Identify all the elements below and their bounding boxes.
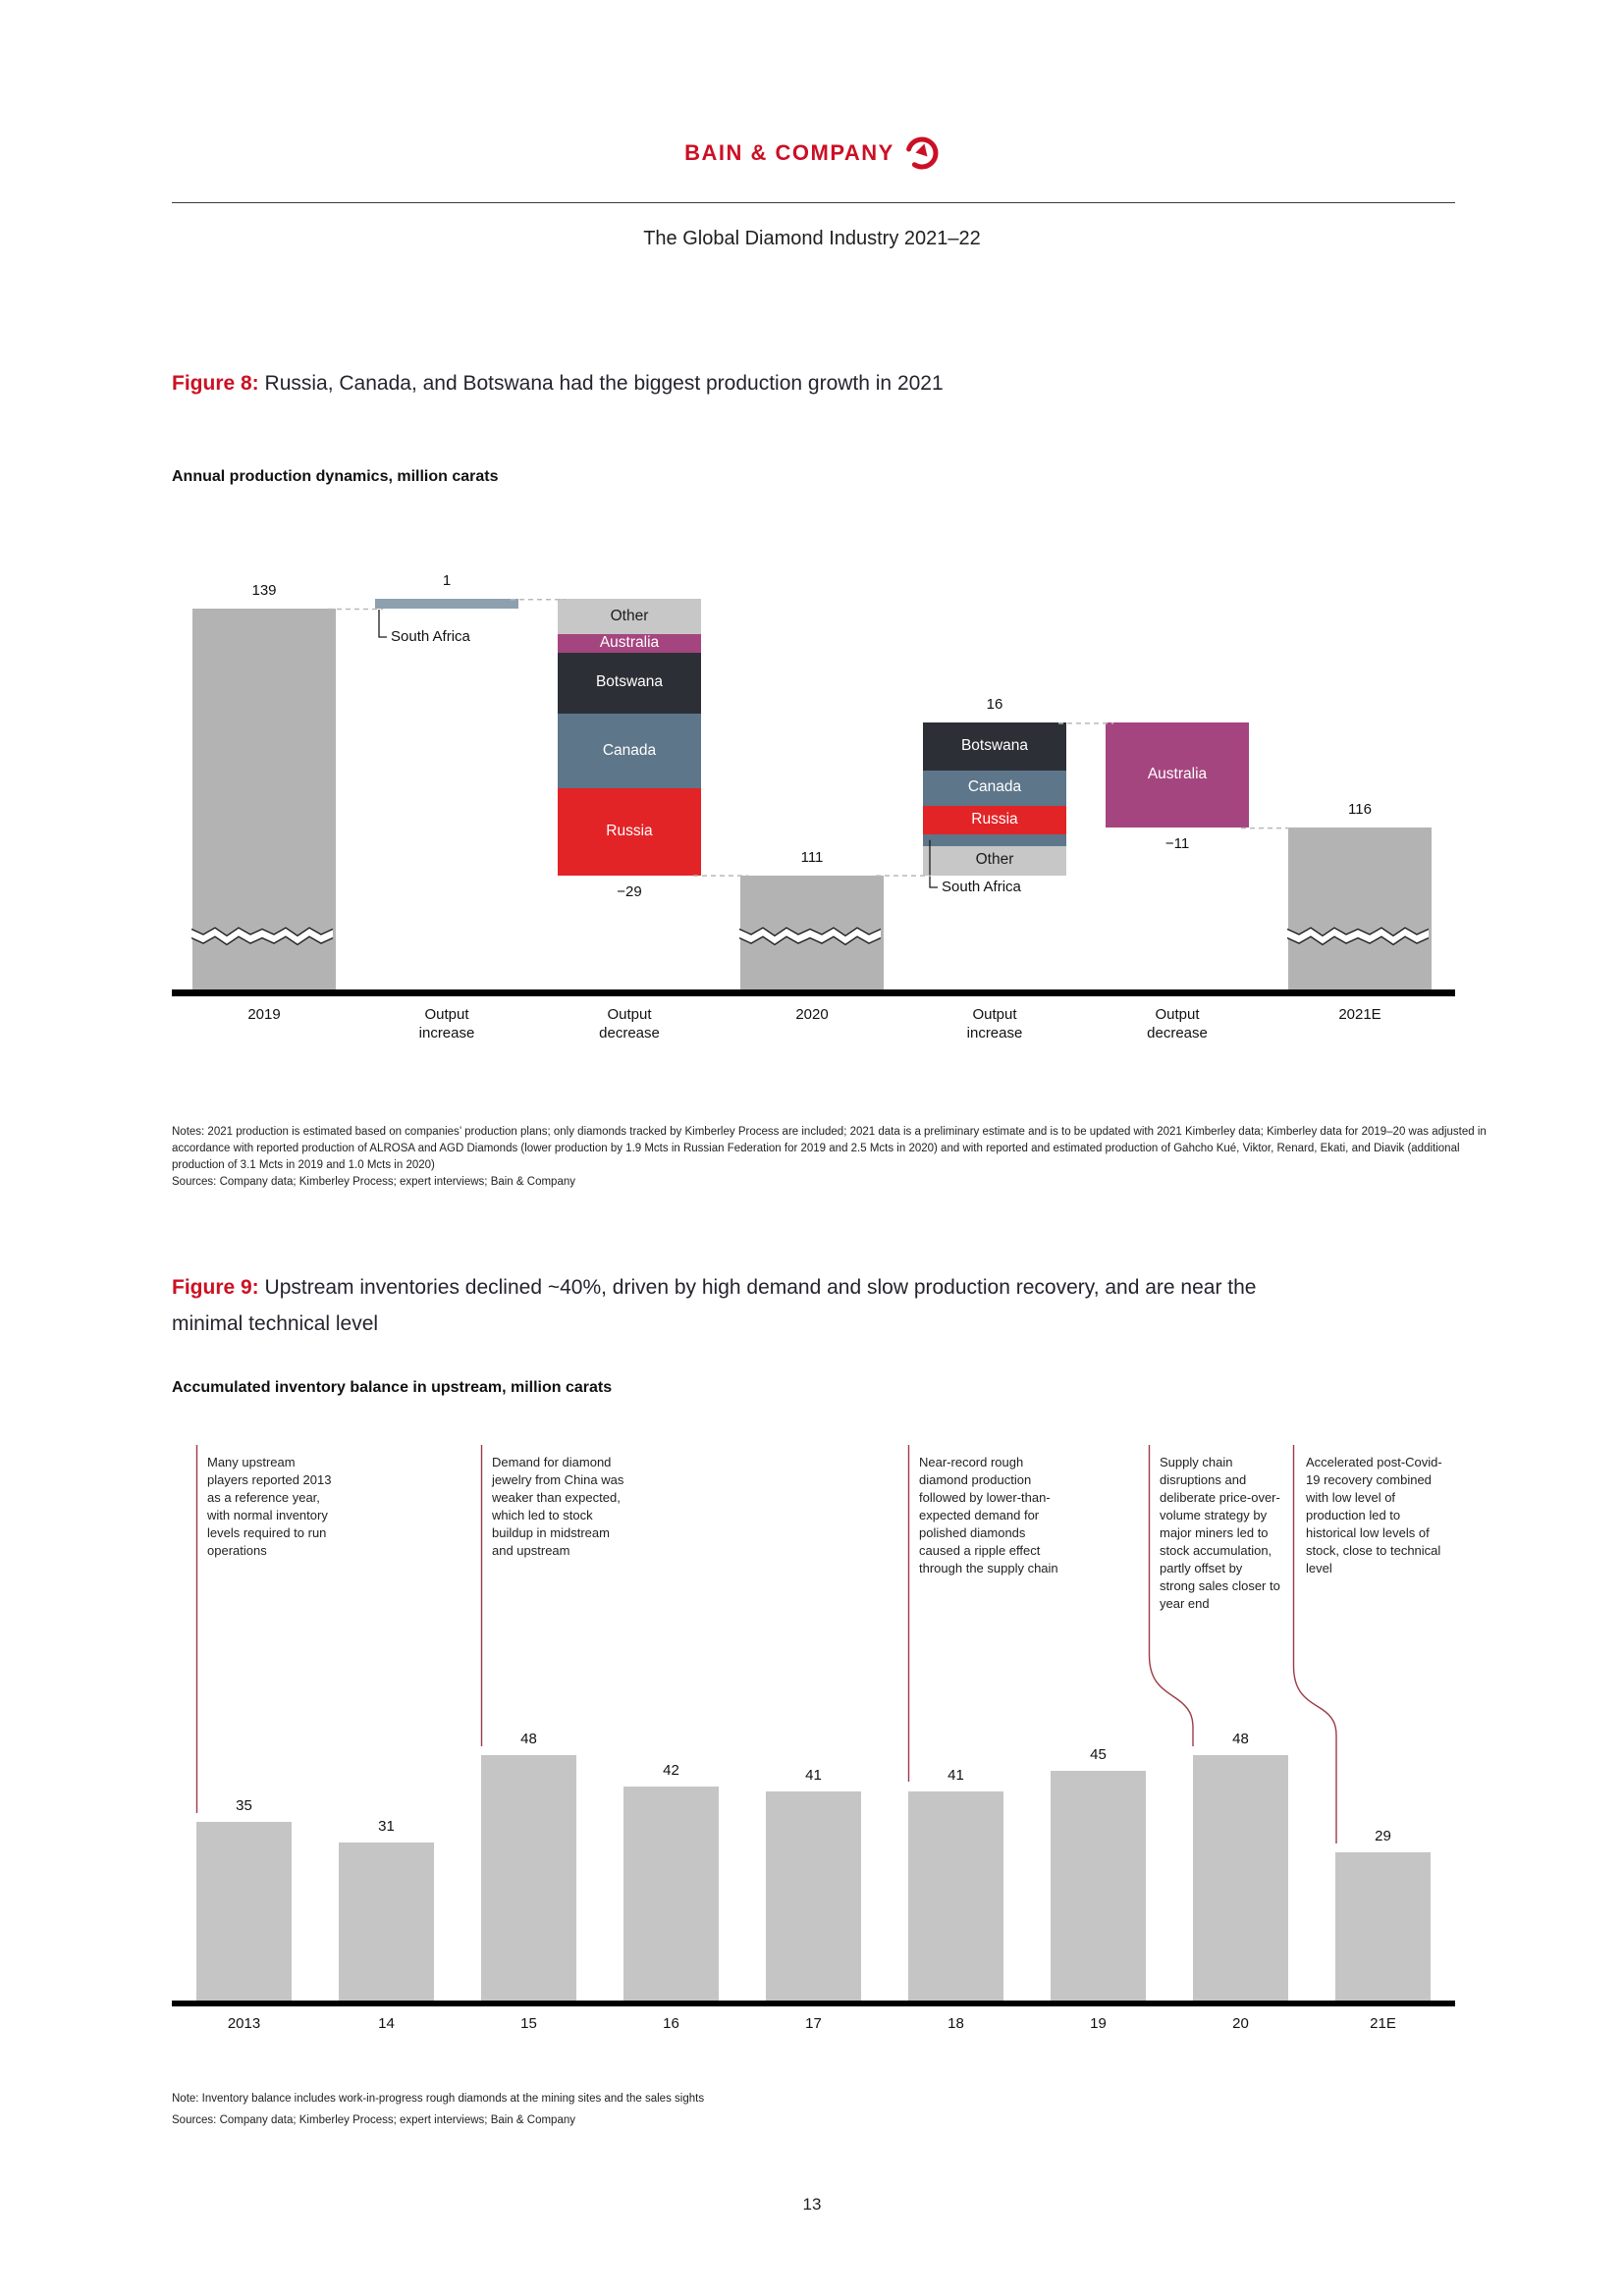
x-axis-label: 15 — [520, 2015, 537, 2032]
x-axis-label: 21E — [1370, 2015, 1396, 2032]
value-label: −29 — [617, 882, 642, 900]
header-divider — [172, 202, 1455, 203]
segment-label: Australia — [599, 633, 660, 651]
segment-label: Russia — [606, 822, 653, 839]
bar-17 — [766, 1790, 861, 2001]
bar-value-label: 35 — [236, 1797, 252, 1814]
waterfall-total-bar — [192, 609, 336, 989]
value-label: 116 — [1348, 801, 1372, 819]
callout-label: South Africa — [391, 628, 470, 645]
segment-label: Canada — [602, 741, 657, 759]
segment-label: Australia — [1147, 766, 1208, 783]
segment-label: Other — [610, 607, 649, 624]
x-axis-label: Output increase — [418, 1006, 475, 1041]
bar-21E — [1335, 1852, 1431, 2001]
bar-segment-russia: Russia — [558, 788, 701, 876]
x-axis-label: 2013 — [227, 2015, 261, 2032]
bar-16 — [623, 1786, 719, 2001]
x-axis-label: 2020 — [795, 1006, 829, 1023]
bar-20 — [1193, 1755, 1288, 2001]
bar-value-label: 48 — [1232, 1731, 1249, 1748]
x-axis-label: 2019 — [247, 1006, 281, 1023]
axis-break-icon — [738, 924, 885, 949]
segment-label: Botswana — [960, 737, 1029, 755]
figure9-subtitle: Accumulated inventory balance in upstrea… — [172, 1379, 613, 1396]
annotation-text: Near-record rough diamond production fol… — [919, 1455, 1058, 1575]
annotation-text: Many upstream players reported 2013 as a… — [207, 1455, 332, 1558]
bar-segment-canada: Canada — [558, 713, 701, 789]
bar-segment-australia: Australia — [1106, 722, 1249, 828]
logo-text: BAIN & COMPANY — [684, 140, 894, 165]
figure8-sources: Sources: Company data; Kimberley Process… — [172, 1176, 575, 1188]
page-number: 13 — [802, 2195, 822, 2214]
segment-label: Canada — [967, 778, 1022, 796]
bar-15 — [481, 1755, 576, 2001]
header-logo: BAIN & COMPANY — [0, 135, 1624, 171]
x-axis-label: 19 — [1090, 2015, 1107, 2032]
bar-value-label: 42 — [663, 1761, 679, 1779]
bar-segment-botswana: Botswana — [558, 652, 701, 714]
bar-segment-south-africa — [923, 833, 1066, 846]
x-axis-label: Output decrease — [1147, 1006, 1208, 1041]
segment-label: Russia — [971, 810, 1018, 828]
bar-value-label: 31 — [378, 1817, 395, 1835]
value-label: 16 — [986, 696, 1003, 714]
callout-label: South Africa — [942, 879, 1021, 895]
x-axis-label: Output decrease — [599, 1006, 660, 1041]
figure8-title: Russia, Canada, and Botswana had the big… — [264, 372, 944, 395]
x-axis-label: 2021E — [1338, 1006, 1381, 1023]
bar-segment-canada: Canada — [923, 770, 1066, 806]
x-axis-label: 20 — [1232, 2015, 1249, 2032]
figure9-x-axis — [172, 2001, 1455, 2006]
segment-label: Other — [975, 851, 1014, 869]
bar-value-label: 45 — [1090, 1746, 1107, 1763]
segment-label: Botswana — [595, 673, 664, 691]
x-axis-label: 14 — [378, 2015, 395, 2032]
figure9-heading: Figure 9: Upstream inventories declined … — [172, 1269, 1330, 1342]
waterfall-total-bar — [1288, 828, 1432, 989]
figure8-notes: Notes: 2021 production is estimated base… — [172, 1126, 1487, 1171]
axis-break-icon — [190, 924, 337, 949]
x-axis-label: 18 — [947, 2015, 964, 2032]
annotation-text: Accelerated post-Covid-19 recovery combi… — [1306, 1455, 1442, 1575]
bar-value-label: 48 — [520, 1731, 537, 1748]
bar-segment-botswana: Botswana — [923, 722, 1066, 771]
bar-segment-south-africa — [375, 599, 518, 609]
waterfall-total-bar — [740, 875, 884, 989]
logo-circle-4-icon — [904, 135, 940, 171]
x-axis-label: 16 — [663, 2015, 679, 2032]
bar-segment-australia: Australia — [558, 633, 701, 653]
bar-segment-other: Other — [558, 599, 701, 635]
x-axis-label: 17 — [805, 2015, 822, 2032]
bar-14 — [339, 1842, 434, 2001]
figure9-title: Upstream inventories declined ~40%, driv… — [172, 1276, 1257, 1335]
document-title: The Global Diamond Industry 2021–22 — [643, 228, 981, 249]
value-label: −11 — [1164, 835, 1190, 853]
value-label: 1 — [442, 572, 452, 590]
figure8-label: Figure 8: — [172, 372, 259, 395]
value-label: 111 — [800, 848, 824, 866]
figure8-x-axis — [172, 989, 1455, 996]
bar-segment-other: Other — [923, 845, 1066, 876]
figure9-sources: Sources: Company data; Kimberley Process… — [172, 2114, 575, 2126]
figure8-heading: Figure 8: Russia, Canada, and Botswana h… — [172, 365, 1409, 401]
figure8-subtitle: Annual production dynamics, million cara… — [172, 468, 499, 485]
bar-18 — [908, 1790, 1003, 2001]
axis-break-icon — [1286, 924, 1433, 949]
annotation-text: Demand for diamond jewelry from China wa… — [492, 1455, 624, 1558]
bar-value-label: 29 — [1375, 1828, 1391, 1845]
x-axis-label: Output increase — [966, 1006, 1023, 1041]
value-label: 139 — [251, 582, 277, 599]
bar-value-label: 41 — [947, 1766, 964, 1784]
bar-19 — [1051, 1771, 1146, 2001]
annotation-text: Supply chain disruptions and deliberate … — [1160, 1455, 1280, 1611]
figure9-label: Figure 9: — [172, 1276, 259, 1299]
bar-value-label: 41 — [805, 1766, 822, 1784]
bar-2013 — [196, 1822, 292, 2001]
bar-segment-russia: Russia — [923, 805, 1066, 834]
figure9-note: Note: Inventory balance includes work-in… — [172, 2093, 705, 2105]
